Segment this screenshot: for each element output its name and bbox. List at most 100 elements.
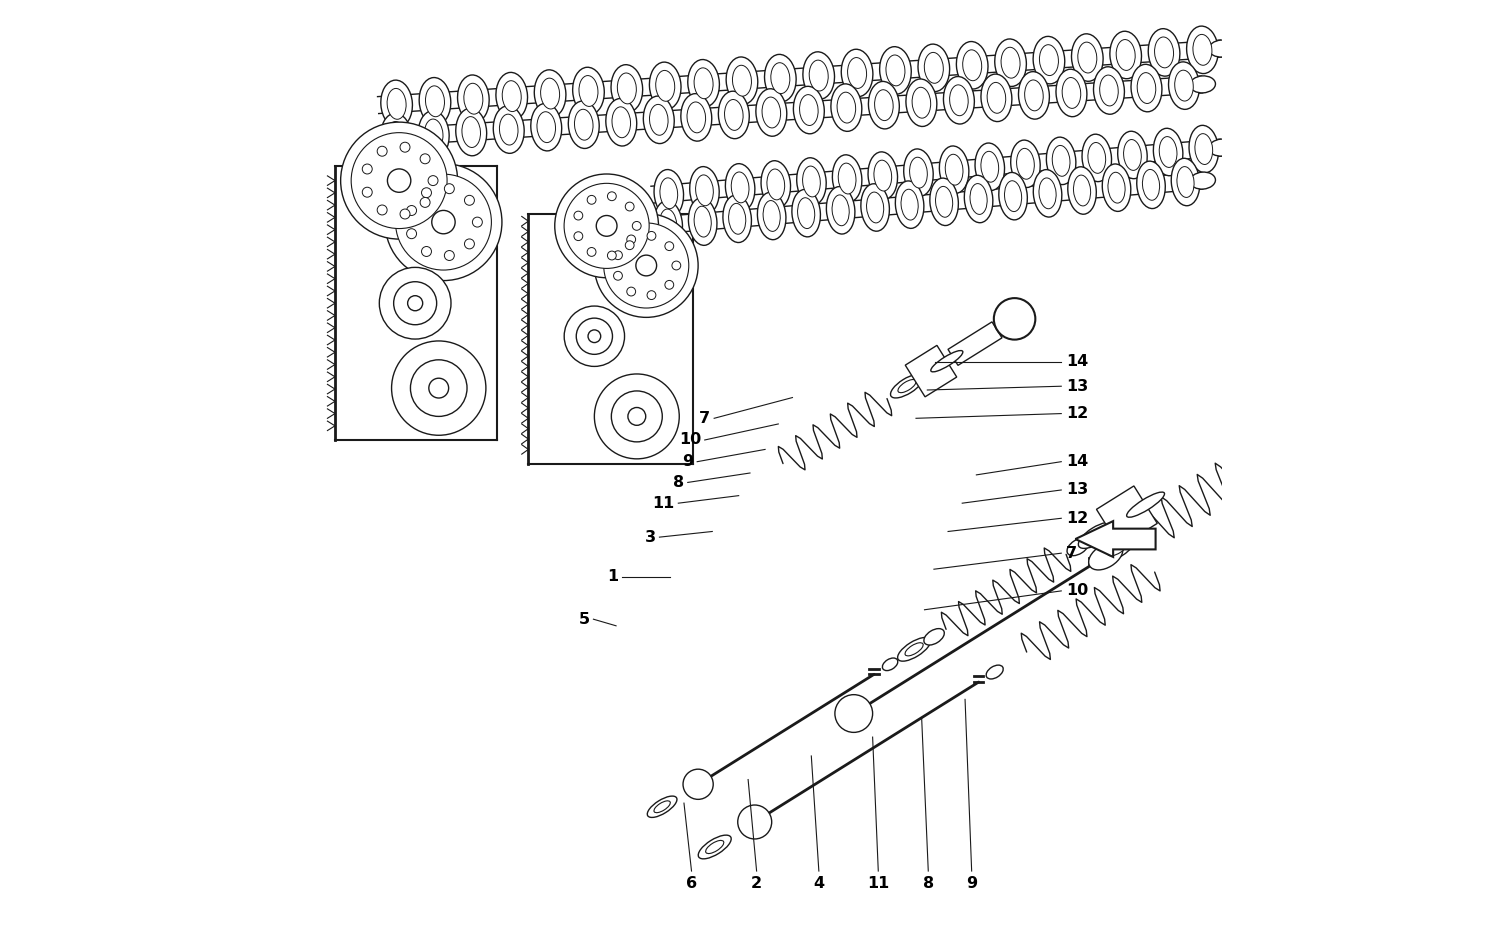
Circle shape	[1376, 344, 1429, 397]
Circle shape	[432, 210, 454, 234]
Circle shape	[646, 232, 656, 240]
Ellipse shape	[656, 70, 675, 101]
Ellipse shape	[1126, 492, 1164, 517]
Text: 7: 7	[1066, 546, 1077, 561]
Ellipse shape	[1160, 136, 1178, 167]
Ellipse shape	[964, 175, 993, 222]
Text: 2: 2	[752, 876, 762, 891]
Ellipse shape	[1292, 423, 1316, 442]
Ellipse shape	[654, 169, 684, 217]
Circle shape	[380, 268, 452, 339]
Text: 10: 10	[1066, 584, 1088, 599]
Polygon shape	[906, 345, 957, 396]
Circle shape	[636, 255, 657, 276]
Ellipse shape	[1131, 64, 1162, 112]
Ellipse shape	[1100, 535, 1136, 562]
Ellipse shape	[833, 195, 849, 226]
Ellipse shape	[462, 116, 480, 148]
Ellipse shape	[1174, 70, 1194, 101]
Ellipse shape	[1304, 405, 1344, 434]
Ellipse shape	[726, 57, 758, 104]
Ellipse shape	[986, 665, 1004, 679]
Ellipse shape	[945, 154, 963, 185]
Circle shape	[627, 288, 636, 296]
Ellipse shape	[694, 68, 712, 98]
Circle shape	[422, 247, 432, 256]
Ellipse shape	[1118, 131, 1148, 179]
Ellipse shape	[1172, 158, 1200, 205]
Ellipse shape	[839, 163, 856, 194]
Ellipse shape	[688, 60, 720, 107]
Circle shape	[564, 184, 650, 269]
Ellipse shape	[464, 83, 483, 114]
Circle shape	[594, 214, 698, 317]
Circle shape	[574, 232, 584, 240]
Ellipse shape	[762, 97, 780, 128]
Ellipse shape	[879, 46, 912, 95]
Ellipse shape	[904, 642, 922, 656]
Ellipse shape	[648, 797, 676, 817]
Ellipse shape	[1019, 72, 1050, 119]
Ellipse shape	[1047, 137, 1076, 184]
Ellipse shape	[654, 801, 670, 813]
Ellipse shape	[847, 58, 867, 88]
Text: 14: 14	[1066, 454, 1088, 469]
Ellipse shape	[886, 55, 904, 86]
Ellipse shape	[898, 379, 916, 393]
Circle shape	[387, 169, 411, 192]
Ellipse shape	[939, 146, 969, 193]
Polygon shape	[1076, 521, 1155, 557]
Ellipse shape	[1130, 526, 1150, 543]
Ellipse shape	[1137, 161, 1166, 208]
Polygon shape	[1096, 486, 1158, 547]
Ellipse shape	[503, 80, 520, 112]
Ellipse shape	[924, 628, 945, 645]
Ellipse shape	[796, 158, 826, 205]
Ellipse shape	[1100, 75, 1118, 106]
Ellipse shape	[1005, 181, 1022, 212]
Ellipse shape	[574, 110, 592, 140]
Circle shape	[633, 221, 640, 230]
Ellipse shape	[1186, 26, 1218, 74]
Ellipse shape	[874, 160, 891, 191]
Ellipse shape	[387, 121, 405, 152]
Ellipse shape	[618, 73, 636, 104]
Text: 9: 9	[682, 454, 693, 469]
Ellipse shape	[1017, 149, 1035, 179]
Circle shape	[406, 229, 417, 238]
Ellipse shape	[1000, 47, 1020, 79]
Ellipse shape	[690, 166, 718, 214]
Text: 14: 14	[1066, 354, 1088, 369]
Ellipse shape	[426, 86, 444, 116]
Ellipse shape	[424, 119, 442, 149]
Text: 7: 7	[699, 411, 711, 426]
Circle shape	[351, 132, 447, 229]
Ellipse shape	[1078, 522, 1114, 549]
Circle shape	[836, 694, 873, 732]
Ellipse shape	[705, 840, 724, 853]
Ellipse shape	[1168, 61, 1200, 110]
Ellipse shape	[1102, 164, 1131, 211]
Circle shape	[594, 374, 680, 459]
Ellipse shape	[909, 157, 927, 188]
Ellipse shape	[1034, 36, 1065, 84]
Ellipse shape	[970, 184, 987, 215]
Circle shape	[614, 251, 622, 259]
Circle shape	[393, 282, 436, 324]
Ellipse shape	[1124, 140, 1142, 170]
Ellipse shape	[458, 75, 489, 122]
Text: 8: 8	[922, 876, 934, 891]
Ellipse shape	[891, 375, 924, 398]
Ellipse shape	[1074, 175, 1090, 206]
Circle shape	[586, 196, 596, 204]
Circle shape	[574, 211, 584, 220]
Circle shape	[392, 341, 486, 435]
Circle shape	[444, 251, 454, 260]
Circle shape	[363, 164, 372, 174]
Ellipse shape	[861, 184, 889, 231]
Circle shape	[588, 330, 600, 342]
Ellipse shape	[924, 52, 944, 83]
Ellipse shape	[1190, 76, 1215, 93]
Ellipse shape	[688, 198, 717, 245]
Text: 1: 1	[608, 569, 618, 585]
